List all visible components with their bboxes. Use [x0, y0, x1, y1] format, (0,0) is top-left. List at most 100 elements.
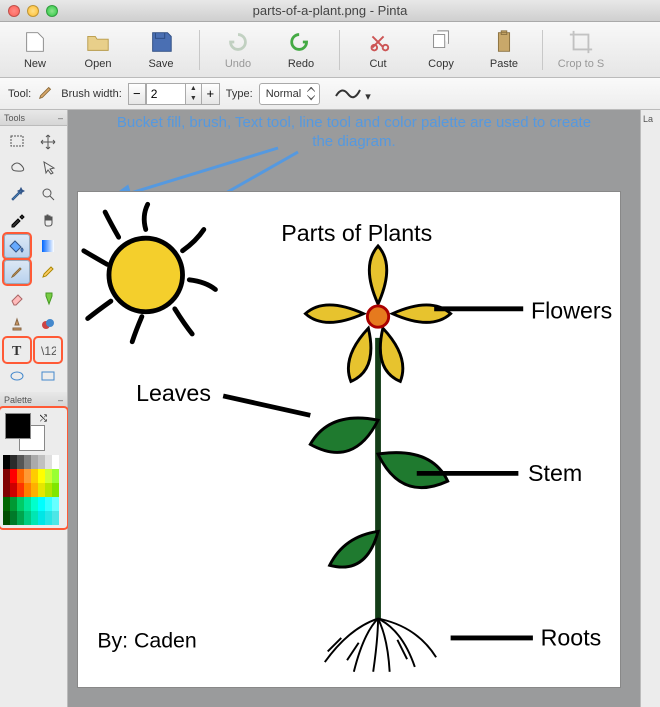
palette-color[interactable] [3, 469, 10, 483]
palette-color[interactable] [45, 483, 52, 497]
zoom-tool[interactable] [35, 182, 61, 206]
text-tool[interactable]: T [4, 338, 30, 362]
palette-color[interactable] [17, 497, 24, 511]
pencil-tool[interactable] [35, 260, 61, 284]
palette-color[interactable] [24, 483, 31, 497]
swap-colors-icon[interactable]: ⤭ [40, 413, 47, 424]
rect-tool[interactable] [35, 364, 61, 388]
palette-color[interactable] [38, 497, 45, 511]
window-title: parts-of-a-plant.png - Pinta [253, 3, 408, 18]
palette-color[interactable] [24, 469, 31, 483]
palette-color[interactable] [17, 469, 24, 483]
palette-color[interactable] [31, 497, 38, 511]
palette-color[interactable] [52, 497, 59, 511]
fg-color[interactable] [5, 413, 31, 439]
window-controls [8, 5, 58, 17]
palette-color[interactable] [38, 469, 45, 483]
decrement-button[interactable]: − [128, 83, 146, 105]
undo-button[interactable]: Undo [207, 24, 269, 76]
palette-color[interactable] [10, 511, 17, 525]
ellipse-tool[interactable] [4, 364, 30, 388]
palette-color[interactable] [3, 455, 10, 469]
svg-text:Parts of Plants: Parts of Plants [281, 220, 432, 246]
main-toolbar: New Open Save Undo Redo Cut Copy Paste C… [0, 22, 660, 78]
palette-color[interactable] [45, 511, 52, 525]
palette-color[interactable] [38, 511, 45, 525]
svg-text:Flowers: Flowers [531, 298, 612, 324]
copy-button[interactable]: Copy [410, 24, 472, 76]
palette-color[interactable] [17, 455, 24, 469]
new-button[interactable]: New [4, 24, 66, 76]
clone-tool[interactable] [35, 286, 61, 310]
palette-color[interactable] [52, 511, 59, 525]
redo-button[interactable]: Redo [270, 24, 332, 76]
svg-text:T: T [12, 344, 22, 358]
palette-color[interactable] [38, 455, 45, 469]
palette-color[interactable] [31, 469, 38, 483]
palette-color[interactable] [52, 483, 59, 497]
tool-label: Tool: [8, 88, 31, 100]
brush-width-input[interactable] [146, 83, 186, 105]
zoom-icon[interactable] [46, 5, 58, 17]
palette-color[interactable] [17, 483, 24, 497]
palette-color[interactable] [3, 497, 10, 511]
toolbox: T \12 [0, 126, 67, 392]
palette-color[interactable] [52, 455, 59, 469]
svg-text:Roots: Roots [541, 625, 602, 651]
brush-width-stepper[interactable]: − ▲▼ + [128, 83, 220, 105]
svg-text:\12: \12 [41, 344, 56, 358]
palette-color[interactable] [45, 469, 52, 483]
eraser-tool[interactable] [4, 286, 30, 310]
palette-color[interactable] [45, 497, 52, 511]
save-button[interactable]: Save [130, 24, 192, 76]
palette-color[interactable] [38, 483, 45, 497]
eyedropper-tool[interactable] [4, 208, 30, 232]
palette-color[interactable] [24, 497, 31, 511]
pointer-tool[interactable] [35, 156, 61, 180]
minimize-icon[interactable] [27, 5, 39, 17]
stroke-style-icon[interactable]: ▾ [334, 84, 371, 103]
bucket-fill-tool[interactable] [4, 234, 30, 258]
recolor-tool[interactable] [35, 312, 61, 336]
palette-color[interactable] [45, 455, 52, 469]
palette-color[interactable] [10, 455, 17, 469]
rect-select-tool[interactable] [4, 130, 30, 154]
options-bar: Tool: Brush width: − ▲▼ + Type: Normal ▾ [0, 78, 660, 110]
palette-color[interactable] [31, 455, 38, 469]
palette-color[interactable] [10, 497, 17, 511]
titlebar: parts-of-a-plant.png - Pinta [0, 0, 660, 22]
gradient-tool[interactable] [35, 234, 61, 258]
move-tool[interactable] [35, 130, 61, 154]
paintbrush-tool[interactable] [4, 260, 30, 284]
palette-color[interactable] [3, 483, 10, 497]
pan-tool[interactable] [35, 208, 61, 232]
line-tool[interactable]: \12 [35, 338, 61, 362]
lasso-tool[interactable] [4, 156, 30, 180]
increment-button[interactable]: + [202, 83, 220, 105]
palette-color[interactable] [10, 483, 17, 497]
canvas[interactable]: Parts of Plants [78, 192, 620, 687]
cut-button[interactable]: Cut [347, 24, 409, 76]
annotation-text: Bucket fill, brush, Text tool, line tool… [108, 114, 600, 152]
brush-type-select[interactable]: Normal [259, 83, 320, 105]
plant-diagram: Parts of Plants [78, 192, 620, 687]
crop-button[interactable]: Crop to S [550, 24, 612, 76]
palette-color[interactable] [31, 511, 38, 525]
palette-color[interactable] [52, 469, 59, 483]
palette-panel-header: Palette– [0, 392, 67, 408]
palette-color[interactable] [17, 511, 24, 525]
palette-color[interactable] [31, 483, 38, 497]
palette-color[interactable] [3, 511, 10, 525]
color-swatch[interactable]: ⤭ [3, 411, 51, 451]
close-icon[interactable] [8, 5, 20, 17]
paste-button[interactable]: Paste [473, 24, 535, 76]
wand-tool[interactable] [4, 182, 30, 206]
type-label: Type: [226, 88, 253, 100]
color-grid[interactable] [3, 455, 59, 525]
canvas-area: Bucket fill, brush, Text tool, line tool… [68, 110, 640, 707]
palette-color[interactable] [10, 469, 17, 483]
palette-color[interactable] [24, 511, 31, 525]
stamp-tool[interactable] [4, 312, 30, 336]
palette-color[interactable] [24, 455, 31, 469]
open-button[interactable]: Open [67, 24, 129, 76]
